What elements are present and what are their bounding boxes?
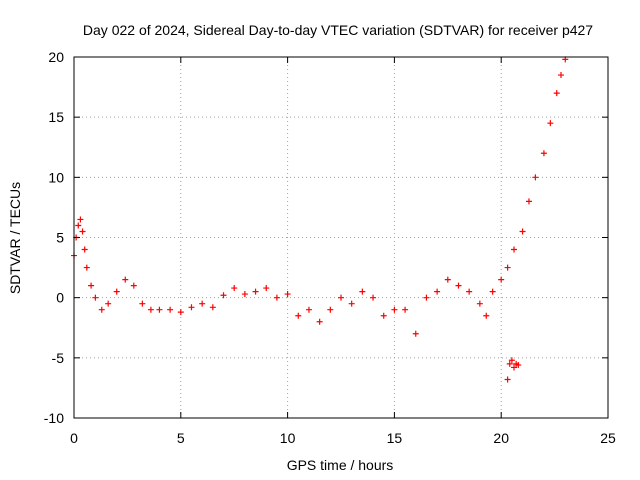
data-point: [444, 276, 451, 283]
data-point: [92, 294, 99, 301]
data-point: [83, 264, 90, 271]
data-point: [338, 294, 344, 301]
chart-title: Day 022 of 2024, Sidereal Day-to-day VTE…: [83, 22, 593, 38]
data-point: [483, 312, 490, 319]
data-point: [75, 222, 82, 229]
data-point: [476, 300, 483, 307]
data-point: [489, 288, 496, 295]
data-point: [316, 318, 323, 325]
data-point: [220, 292, 227, 299]
data-point: [77, 216, 84, 223]
data-point: [498, 276, 505, 283]
data-point: [348, 300, 355, 307]
x-tick-label: 25: [600, 430, 616, 446]
grid: [74, 57, 608, 418]
data-point: [380, 312, 387, 319]
data-point: [122, 276, 129, 283]
data-point: [252, 288, 259, 295]
data-point: [466, 288, 473, 295]
data-point: [519, 228, 526, 235]
data-point: [167, 306, 174, 313]
data-point: [359, 288, 366, 295]
data-point: [98, 306, 105, 313]
data-point: [130, 282, 137, 289]
axis-ticks: 0 5 10 15 20 25 -10 -5 0 5 10 15 20: [44, 49, 616, 446]
x-tick-label: 20: [493, 430, 509, 446]
data-point: [113, 288, 120, 295]
x-tick-label: 0: [70, 430, 78, 446]
data-point: [305, 306, 312, 313]
data-point: [156, 306, 163, 313]
y-tick-label: 20: [48, 49, 64, 65]
data-point: [412, 330, 419, 337]
data-point: [188, 304, 195, 311]
data-point: [547, 120, 554, 127]
data-point: [511, 246, 518, 253]
data-point: [525, 198, 532, 205]
x-tick-label: 5: [177, 430, 185, 446]
data-point: [273, 294, 280, 301]
data-point: [139, 300, 146, 307]
data-point: [558, 72, 565, 79]
data-point: [88, 282, 95, 289]
data-point: [81, 246, 88, 253]
data-point: [79, 228, 86, 235]
data-point: [553, 90, 560, 97]
data-point: [391, 306, 398, 313]
data-point: [327, 306, 334, 313]
x-axis-label: GPS time / hours: [287, 457, 394, 473]
data-point: [370, 294, 377, 301]
x-tick-label: 15: [387, 430, 403, 446]
data-point: [147, 306, 154, 313]
y-tick-label: -5: [52, 350, 65, 366]
series-sdtvar-isolated: [504, 357, 522, 383]
data-point: [515, 362, 522, 369]
data-point: [532, 174, 539, 181]
data-point: [423, 294, 430, 301]
data-point: [506, 360, 513, 367]
data-point: [455, 282, 462, 289]
data-point: [284, 291, 291, 298]
data-point: [434, 288, 441, 295]
data-point: [402, 306, 409, 313]
data-point: [231, 285, 238, 292]
data-point: [105, 300, 112, 307]
data-point: [295, 312, 302, 319]
x-tick-label: 10: [280, 430, 296, 446]
y-tick-label: 10: [48, 169, 64, 185]
data-point: [508, 357, 515, 364]
data-point: [241, 291, 248, 298]
data-point: [511, 364, 518, 371]
data-point: [540, 150, 547, 157]
y-tick-label: 0: [56, 290, 64, 306]
data-point: [263, 285, 270, 292]
y-tick-label: -10: [44, 410, 64, 426]
y-tick-label: 15: [48, 109, 64, 125]
y-axis-label: SDTVAR / TECUs: [7, 182, 23, 294]
data-point: [504, 376, 511, 383]
data-point: [177, 309, 184, 316]
data-point: [209, 304, 216, 311]
data-point: [504, 264, 511, 271]
data-point: [199, 300, 206, 307]
y-tick-label: 5: [56, 230, 64, 246]
